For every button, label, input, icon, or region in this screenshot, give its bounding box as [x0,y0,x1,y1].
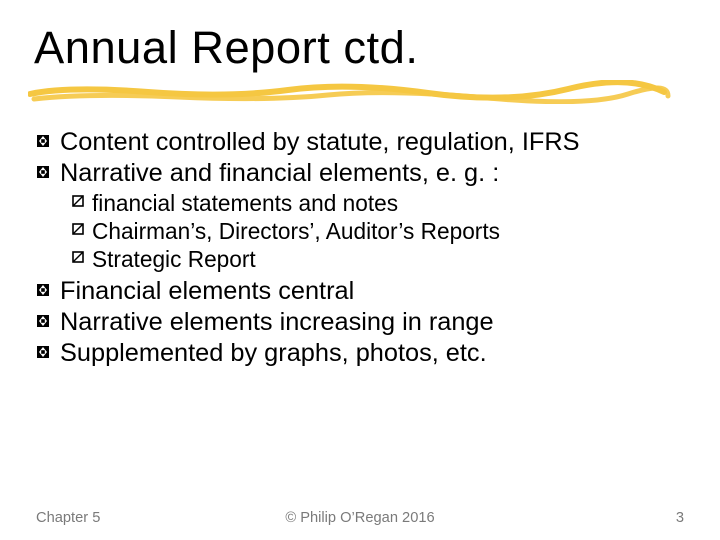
sub-bullet-text: Strategic Report [92,246,256,273]
title-underline [34,80,686,104]
bullet-text: Narrative and financial elements, e. g. … [60,159,499,188]
sub-bullet-text: financial statements and notes [92,190,398,217]
open-square-icon [72,223,84,235]
bullet-item: Narrative elements increasing in range [36,308,686,337]
bullet-item: Financial elements central [36,277,686,306]
sub-bullet-text: Chairman’s, Directors’, Auditor’s Report… [92,218,500,245]
ornate-square-icon [36,314,50,328]
open-square-icon [72,251,84,263]
ornate-square-icon [36,165,50,179]
slide: Annual Report ctd. Content controlled by… [0,0,720,540]
sub-bullet-item: Strategic Report [72,246,686,273]
bullet-text: Supplemented by graphs, photos, etc. [60,339,487,368]
bullet-item: Narrative and financial elements, e. g. … [36,159,686,188]
bullet-item: Content controlled by statute, regulatio… [36,128,686,157]
bullet-text: Content controlled by statute, regulatio… [60,128,580,157]
slide-footer: Chapter 5 © Philip O’Regan 2016 3 [0,510,720,526]
bullet-text: Narrative elements increasing in range [60,308,494,337]
ornate-square-icon [36,134,50,148]
open-square-icon [72,195,84,207]
sub-bullet-item: Chairman’s, Directors’, Auditor’s Report… [72,218,686,245]
ornate-square-icon [36,283,50,297]
footer-center: © Philip O’Regan 2016 [0,510,720,526]
bullet-text: Financial elements central [60,277,354,306]
bullet-item: Supplemented by graphs, photos, etc. [36,339,686,368]
sub-list: financial statements and notes Chairman’… [72,190,686,273]
slide-title: Annual Report ctd. [34,22,686,74]
sub-bullet-item: financial statements and notes [72,190,686,217]
content-body: Content controlled by statute, regulatio… [34,128,686,368]
ornate-square-icon [36,345,50,359]
